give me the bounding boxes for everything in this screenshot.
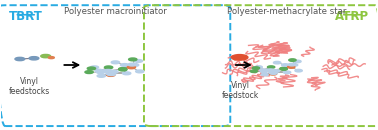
Circle shape bbox=[128, 63, 136, 66]
Circle shape bbox=[29, 57, 39, 60]
Text: Polyester macroinitiator: Polyester macroinitiator bbox=[65, 7, 167, 16]
Circle shape bbox=[96, 71, 105, 74]
Circle shape bbox=[273, 61, 281, 64]
Text: TBRT: TBRT bbox=[9, 10, 43, 23]
Circle shape bbox=[136, 70, 144, 73]
Circle shape bbox=[255, 66, 262, 68]
Circle shape bbox=[41, 54, 51, 58]
Circle shape bbox=[288, 63, 296, 66]
Circle shape bbox=[280, 68, 287, 70]
Circle shape bbox=[87, 67, 96, 70]
Circle shape bbox=[107, 73, 116, 76]
Circle shape bbox=[121, 64, 129, 66]
Circle shape bbox=[127, 66, 135, 69]
Circle shape bbox=[269, 71, 276, 74]
Circle shape bbox=[250, 70, 257, 73]
Circle shape bbox=[95, 69, 103, 72]
Circle shape bbox=[104, 66, 113, 69]
Circle shape bbox=[231, 55, 248, 60]
Circle shape bbox=[289, 59, 296, 61]
Circle shape bbox=[270, 72, 277, 74]
Circle shape bbox=[268, 66, 275, 68]
Circle shape bbox=[102, 70, 110, 72]
Circle shape bbox=[260, 70, 268, 73]
Circle shape bbox=[106, 72, 114, 75]
Circle shape bbox=[104, 69, 112, 72]
Circle shape bbox=[119, 68, 127, 71]
Circle shape bbox=[122, 72, 131, 75]
Text: Polyester-methacrylate star: Polyester-methacrylate star bbox=[227, 7, 346, 16]
Circle shape bbox=[282, 64, 289, 66]
Circle shape bbox=[261, 73, 268, 76]
Circle shape bbox=[259, 69, 266, 71]
Circle shape bbox=[295, 69, 302, 72]
Circle shape bbox=[288, 66, 295, 68]
Circle shape bbox=[90, 66, 99, 69]
Circle shape bbox=[119, 68, 127, 70]
Circle shape bbox=[97, 74, 105, 77]
Circle shape bbox=[252, 67, 260, 69]
Circle shape bbox=[134, 60, 143, 62]
Circle shape bbox=[284, 71, 291, 74]
Circle shape bbox=[294, 60, 301, 63]
Circle shape bbox=[15, 57, 25, 61]
Text: Vinyl
feedstock: Vinyl feedstock bbox=[222, 81, 259, 100]
Circle shape bbox=[270, 73, 277, 75]
Circle shape bbox=[265, 69, 273, 72]
Circle shape bbox=[129, 58, 137, 61]
Circle shape bbox=[85, 71, 93, 74]
Circle shape bbox=[272, 70, 279, 72]
Circle shape bbox=[111, 61, 119, 64]
Circle shape bbox=[280, 67, 287, 70]
Circle shape bbox=[267, 69, 274, 71]
Text: Vinyl
feedstocks: Vinyl feedstocks bbox=[9, 77, 50, 96]
Circle shape bbox=[110, 70, 118, 73]
Circle shape bbox=[48, 57, 54, 59]
Circle shape bbox=[290, 64, 298, 66]
Text: ATRP: ATRP bbox=[335, 10, 369, 23]
Circle shape bbox=[130, 64, 139, 66]
Circle shape bbox=[107, 74, 115, 76]
